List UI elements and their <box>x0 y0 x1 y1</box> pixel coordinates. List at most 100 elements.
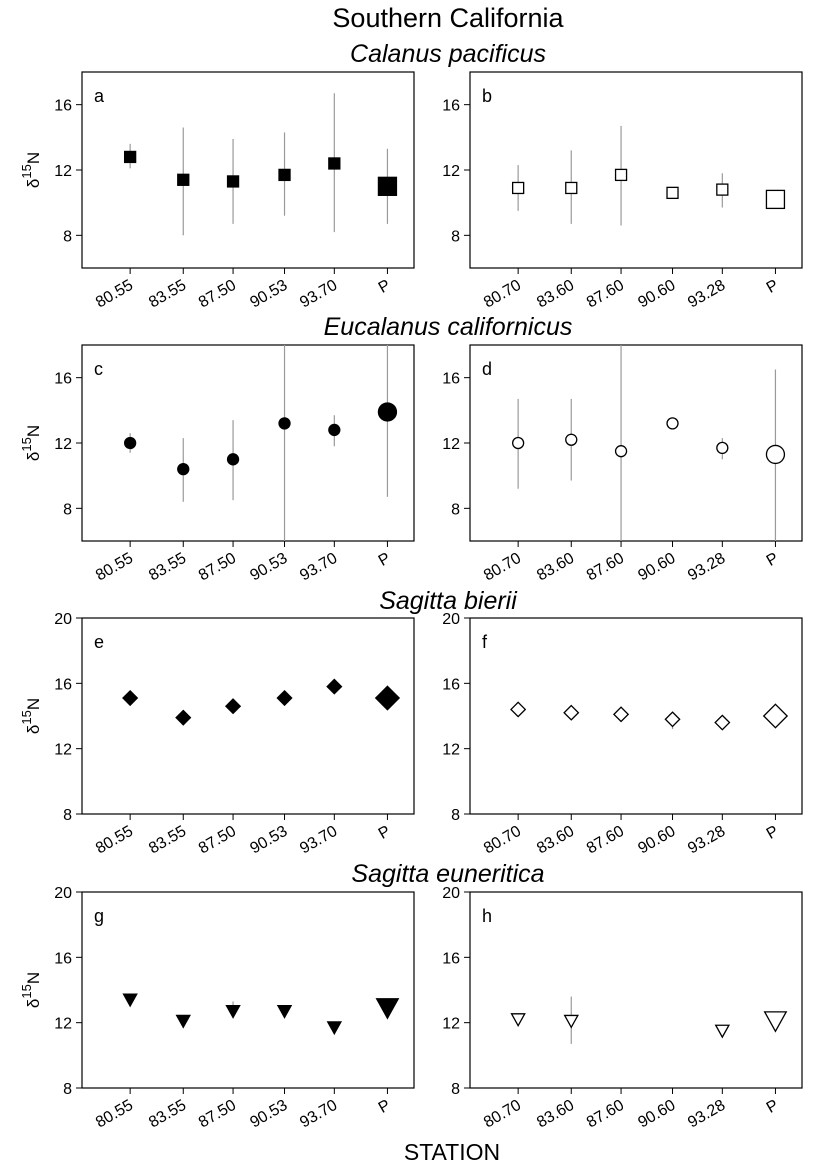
y-tick-label: 8 <box>451 1081 460 1098</box>
data-point <box>762 703 789 729</box>
species-title-3: Sagitta bierii <box>379 587 518 615</box>
y-axis-label: δ15N <box>19 152 43 188</box>
x-tick-label: 90.60 <box>635 1097 678 1132</box>
x-tick-label: P <box>376 823 394 843</box>
figure-title: Southern California <box>332 3 564 33</box>
x-tick-label: 90.53 <box>247 823 290 858</box>
y-tick-label: 20 <box>54 611 72 628</box>
data-point <box>226 175 240 188</box>
data-point <box>614 168 628 182</box>
x-tick-label: 93.28 <box>685 1097 728 1132</box>
data-point <box>714 714 731 731</box>
data-point <box>177 462 190 476</box>
x-tick-label: 87.50 <box>196 1097 239 1132</box>
y-tick-label: 8 <box>63 807 72 824</box>
x-tick-label: 93.28 <box>685 277 728 312</box>
x-tick-label: 83.60 <box>534 1097 577 1132</box>
panel-h: h 8 12 16 20 80.70 83.60 87.60 90.60 93.28 P <box>442 885 803 1132</box>
y-tick-label: 12 <box>442 742 460 759</box>
data-point <box>224 698 242 715</box>
y-axis-label: δ15N <box>19 698 43 734</box>
panel-letter: c <box>94 359 103 379</box>
y-tick-label: 12 <box>442 1016 460 1033</box>
panel-e: e 8 12 16 20 δ15N 80.55 83.55 87.50 90.53 93.70 P <box>19 611 415 858</box>
x-tick-label: 80.55 <box>93 1097 136 1132</box>
data-point <box>122 993 138 1008</box>
panel-frame <box>469 891 803 1089</box>
panel-letter: h <box>482 906 492 926</box>
y-tick-label: 16 <box>442 98 460 115</box>
data-point <box>612 706 630 723</box>
x-tick-label: P <box>764 823 782 843</box>
x-tick-label: 90.53 <box>247 1097 290 1132</box>
x-tick-label: 90.60 <box>635 823 678 858</box>
data-point <box>565 181 578 195</box>
y-tick-label: 8 <box>63 1081 72 1098</box>
y-tick-label: 12 <box>442 163 460 180</box>
data-point <box>716 441 729 455</box>
panel-letter: d <box>482 359 492 379</box>
species-title-4: Sagitta euneritica <box>351 860 544 888</box>
x-tick-label: 90.60 <box>635 277 678 312</box>
panel-f: f 8 12 16 20 80.70 83.60 87.60 90.60 93.28 P <box>442 611 803 858</box>
panel-letter: e <box>94 632 104 652</box>
x-tick-label: P <box>764 1097 782 1117</box>
data-point <box>563 1014 579 1029</box>
data-point <box>375 998 400 1020</box>
data-point <box>666 417 679 430</box>
y-tick-label: 8 <box>451 501 460 518</box>
species-title-1: Calanus pacificus <box>350 40 546 68</box>
y-tick-label: 8 <box>63 501 72 518</box>
y-tick-label: 20 <box>442 885 460 902</box>
data-point <box>565 433 578 446</box>
y-tick-label: 20 <box>54 885 72 902</box>
data-point <box>326 1021 343 1036</box>
x-tick-label: P <box>376 1097 394 1117</box>
panel-letter: f <box>482 632 488 652</box>
data-point <box>765 189 786 210</box>
data-point <box>374 685 401 711</box>
data-point <box>377 176 398 196</box>
x-tick-label: 93.70 <box>297 1097 340 1132</box>
x-tick-label: 83.60 <box>534 550 577 585</box>
x-tick-label: 83.55 <box>146 277 189 312</box>
panel-d: d 8 12 16 80.70 83.60 87.60 90.60 93.28 P <box>442 344 803 585</box>
panel-c: c 8 12 16 δ15N 80.55 83.55 87.50 90.53 93.70 P <box>19 344 415 585</box>
panel-frame <box>81 617 415 815</box>
species-title-2: Eucalanus californicus <box>324 313 573 341</box>
x-tick-label: 80.55 <box>93 823 136 858</box>
x-tick-label: P <box>376 550 394 570</box>
x-tick-label: 83.60 <box>534 277 577 312</box>
data-point <box>177 173 190 186</box>
y-tick-label: 16 <box>442 676 460 693</box>
y-tick-label: 8 <box>63 228 72 245</box>
y-axis-label: δ15N <box>19 972 43 1008</box>
x-tick-label: 93.70 <box>297 823 340 858</box>
x-tick-label: P <box>764 277 782 297</box>
x-tick-label: 80.70 <box>481 277 524 312</box>
x-tick-label: 87.60 <box>584 550 627 585</box>
data-point <box>377 402 398 422</box>
data-point <box>278 168 291 182</box>
data-point <box>716 183 729 196</box>
data-point <box>278 417 291 430</box>
x-tick-label: 80.55 <box>93 550 136 585</box>
x-tick-label: 93.28 <box>685 823 728 858</box>
y-tick-label: 16 <box>54 676 72 693</box>
x-axis-label: STATION <box>404 1139 500 1165</box>
data-point <box>563 704 580 721</box>
x-tick-label: P <box>764 550 782 570</box>
x-tick-label: 87.60 <box>584 823 627 858</box>
panel-frame <box>469 71 803 269</box>
data-point <box>123 436 137 450</box>
data-point <box>510 701 527 718</box>
x-tick-label: 93.28 <box>685 550 728 585</box>
x-tick-label: 83.55 <box>146 823 189 858</box>
y-tick-label: 12 <box>54 163 72 180</box>
y-tick-label: 8 <box>451 807 460 824</box>
x-tick-label: 87.50 <box>196 277 239 312</box>
x-tick-label: 90.53 <box>247 277 290 312</box>
y-tick-label: 16 <box>54 950 72 967</box>
x-tick-label: 80.70 <box>481 1097 524 1132</box>
x-tick-label: 80.70 <box>481 550 524 585</box>
